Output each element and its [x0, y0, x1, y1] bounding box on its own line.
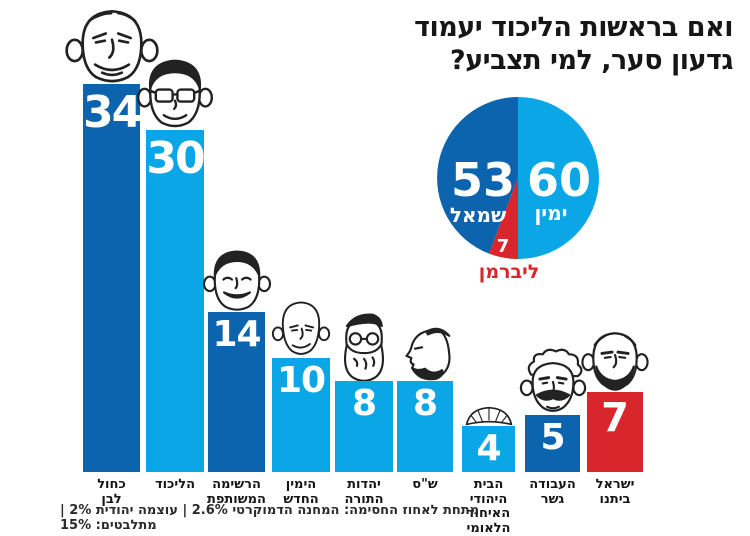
- bar-shas: 8: [397, 381, 453, 472]
- pie-slice-liberman: [489, 178, 518, 259]
- avigdor-liberman-face-icon: [578, 326, 652, 394]
- benny-gantz-face-icon: [61, 6, 163, 86]
- pie-svg: 60 ימין 53 שמאל 7 ליברמן: [437, 97, 599, 283]
- bar-column-jewish-home: 4: [462, 406, 515, 472]
- bar-value: 14: [212, 314, 261, 355]
- bar-kachol-lavan: 34: [83, 84, 142, 472]
- ayman-odeh-face-icon: [201, 248, 273, 314]
- pie-label-liberman: ליברמן: [479, 261, 539, 283]
- bar-value: 30: [146, 133, 205, 184]
- bar-joint-list: 14: [208, 312, 265, 472]
- bar-label-kachol-lavan: כחול לבן: [97, 477, 126, 507]
- knitted-kippah-icon: [461, 403, 517, 428]
- bar-labor-gesher: 5: [525, 415, 580, 472]
- bar-label-jewish-home: הבית היהודי האיחוד הלאומי: [466, 477, 511, 536]
- bar-value: 8: [351, 383, 377, 424]
- bar-column-likud: 30: [137, 59, 213, 472]
- pie-slice-left-bloc: [437, 97, 518, 254]
- bar-column-joint-list: 14: [202, 250, 271, 472]
- bald-man-face-icon: [269, 298, 333, 360]
- bar-label-new-right: הימין החדש: [283, 477, 319, 507]
- amir-peretz-face-icon: [516, 347, 590, 417]
- bar-value: 34: [83, 87, 142, 138]
- gideon-saar-face-icon: [134, 56, 216, 132]
- bar-jewish-home: 4: [462, 426, 515, 472]
- bar-utj: 8: [335, 381, 393, 472]
- bar-value: 7: [601, 395, 629, 441]
- bar-value: 8: [412, 383, 438, 424]
- bar-label-joint-list: הרשימה המשותפת: [207, 477, 266, 507]
- bar-column-kachol-lavan: 34: [64, 9, 159, 472]
- bar-label-utj: יהדות התורה: [344, 477, 384, 507]
- bar-column-new-right: 10: [271, 301, 331, 472]
- threshold-footnote: מתחת לאחוז החסימה: המחנה הדמוקרטי 2.6% |…: [60, 503, 480, 533]
- bar-likud: 30: [146, 130, 206, 472]
- bar-column-utj: 8: [335, 313, 393, 472]
- pie-label-right: ימין: [534, 201, 567, 225]
- bar-label-shas: ש"ס: [412, 477, 438, 492]
- page-title: ואם בראשות הליכוד יעמוד גדעון סער, למי ת…: [414, 12, 733, 76]
- pie-label-left: שמאל: [450, 203, 506, 227]
- bloc-pie-chart: 60 ימין 53 שמאל 7 ליברמן: [433, 96, 609, 288]
- bar-yisrael-beiteinu: 7: [587, 392, 643, 472]
- bar-label-yisrael-beiteinu: ישראל ביתנו: [595, 477, 635, 507]
- bar-value: 4: [476, 428, 501, 469]
- pie-value-left: 53: [451, 153, 515, 207]
- bar-column-yisrael-beiteinu: 7: [581, 332, 649, 472]
- haredi-litzman-face-icon: [328, 309, 400, 383]
- aryeh-deri-profile-icon: [389, 323, 461, 383]
- pie-slice-right-bloc: [518, 97, 599, 259]
- bar-value: 5: [540, 417, 565, 458]
- bar-column-shas: 8: [397, 327, 453, 472]
- bar-value: 10: [276, 360, 326, 401]
- pie-value-right: 60: [527, 153, 591, 207]
- pie-value-liberman: 7: [497, 236, 510, 257]
- bar-label-likud: הליכוד: [154, 477, 196, 492]
- bar-new-right: 10: [272, 358, 330, 472]
- bar-column-labor-gesher: 5: [519, 348, 586, 472]
- bar-label-labor-gesher: העבודה גשר: [529, 477, 576, 507]
